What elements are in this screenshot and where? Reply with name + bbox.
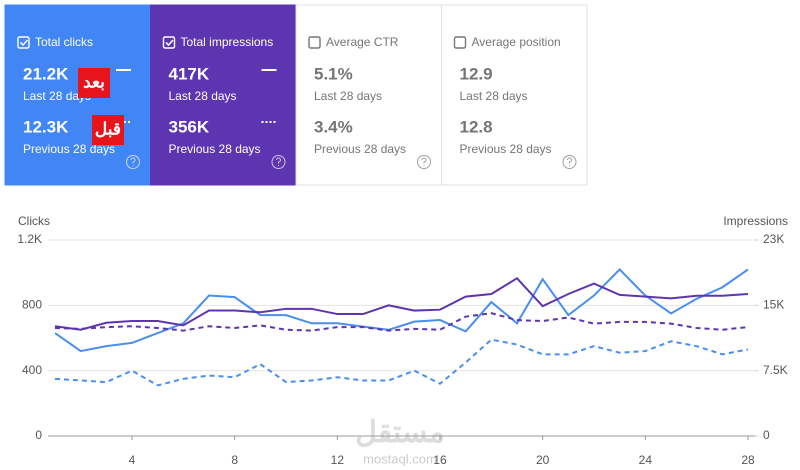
help-icon-mark xyxy=(276,157,281,166)
metric-value: 356K xyxy=(169,117,210,136)
y2-tick-label: 7.5K xyxy=(763,363,788,377)
metric-card[interactable]: Average position 12.9 Last 28 days 12.8 Prev… xyxy=(441,4,588,186)
current-period-line xyxy=(54,277,749,331)
card-background xyxy=(150,4,297,186)
x-tick-label: 28 xyxy=(741,453,755,467)
metric-card[interactable]: Average CTR 5.1% Last 28 days 3.4% Previous … xyxy=(295,4,442,186)
metric-period: Previous 28 days xyxy=(314,142,406,156)
check-mark xyxy=(19,39,29,47)
metric-period: Previous 28 days xyxy=(23,142,115,156)
metric-value: 21.2K xyxy=(23,64,69,83)
help-icon-mark xyxy=(421,157,427,166)
y-axis-title: Clicks xyxy=(18,214,50,228)
metric-value: 12.8 xyxy=(460,117,493,136)
y-tick-label: 400 xyxy=(22,363,42,377)
help-icon xyxy=(271,155,286,169)
metric-card[interactable]: Total impressions 417K Last 28 days 356K Pre… xyxy=(150,4,297,186)
metric-period: Last 28 days xyxy=(169,89,237,103)
checkbox xyxy=(162,36,176,49)
x-tick-label: 8 xyxy=(231,453,238,467)
card-title: Average CTR xyxy=(326,35,399,49)
card-title: Total clicks xyxy=(35,35,93,49)
help-icon xyxy=(417,155,431,169)
x-tick-label: 16 xyxy=(433,453,447,467)
y2-tick-label: 0 xyxy=(763,428,770,442)
x-tick-label: 4 xyxy=(129,453,136,467)
card-background xyxy=(441,4,588,186)
check-mark xyxy=(165,39,174,47)
help-icon-mark xyxy=(130,157,136,166)
metric-period: Previous 28 days xyxy=(460,142,552,156)
y2-axis-title: Impressions xyxy=(723,214,788,228)
checkbox xyxy=(308,36,321,49)
x-tick-label: 24 xyxy=(639,453,653,467)
card-background xyxy=(4,4,151,186)
annotation-box xyxy=(92,115,124,145)
current-period-line xyxy=(54,267,749,353)
metric-card[interactable]: Total clicks 21.2K Last 28 days 12.3K Previo… xyxy=(4,4,151,186)
y-tick-label: 800 xyxy=(22,298,42,312)
help-icon xyxy=(562,155,577,169)
annotation-label: بعد xyxy=(83,72,105,91)
metric-value: 417K xyxy=(169,64,210,83)
y-tick-label: 0 xyxy=(35,428,42,442)
annotation-label: قبل xyxy=(95,119,121,138)
previous-period-line xyxy=(54,338,749,387)
metric-value: 5.1% xyxy=(314,64,353,83)
y-tick-label: 1.2K xyxy=(17,232,42,246)
help-icon-mark xyxy=(567,157,572,166)
metric-value: 3.4% xyxy=(314,117,353,136)
card-title: Total impressions xyxy=(181,35,274,49)
card-title: Average position xyxy=(472,35,561,49)
checkbox xyxy=(453,36,467,49)
metric-period: Previous 28 days xyxy=(169,142,261,156)
help-icon xyxy=(126,155,140,169)
metric-period: Last 28 days xyxy=(23,89,91,103)
x-tick-label: 12 xyxy=(331,453,345,467)
y2-tick-label: 15K xyxy=(763,298,784,312)
card-background xyxy=(295,4,442,186)
metric-period: Last 28 days xyxy=(314,89,382,103)
annotation-box xyxy=(78,68,110,98)
x-tick-label: 20 xyxy=(536,453,550,467)
checkbox xyxy=(17,36,30,49)
y2-tick-label: 23K xyxy=(763,232,784,246)
watermark-logo: مستقل xyxy=(355,416,445,449)
metric-value: 12.3K xyxy=(23,117,69,136)
metric-period: Last 28 days xyxy=(460,89,528,103)
watermark-url: mostaql.com xyxy=(363,451,437,466)
metric-value: 12.9 xyxy=(460,64,493,83)
